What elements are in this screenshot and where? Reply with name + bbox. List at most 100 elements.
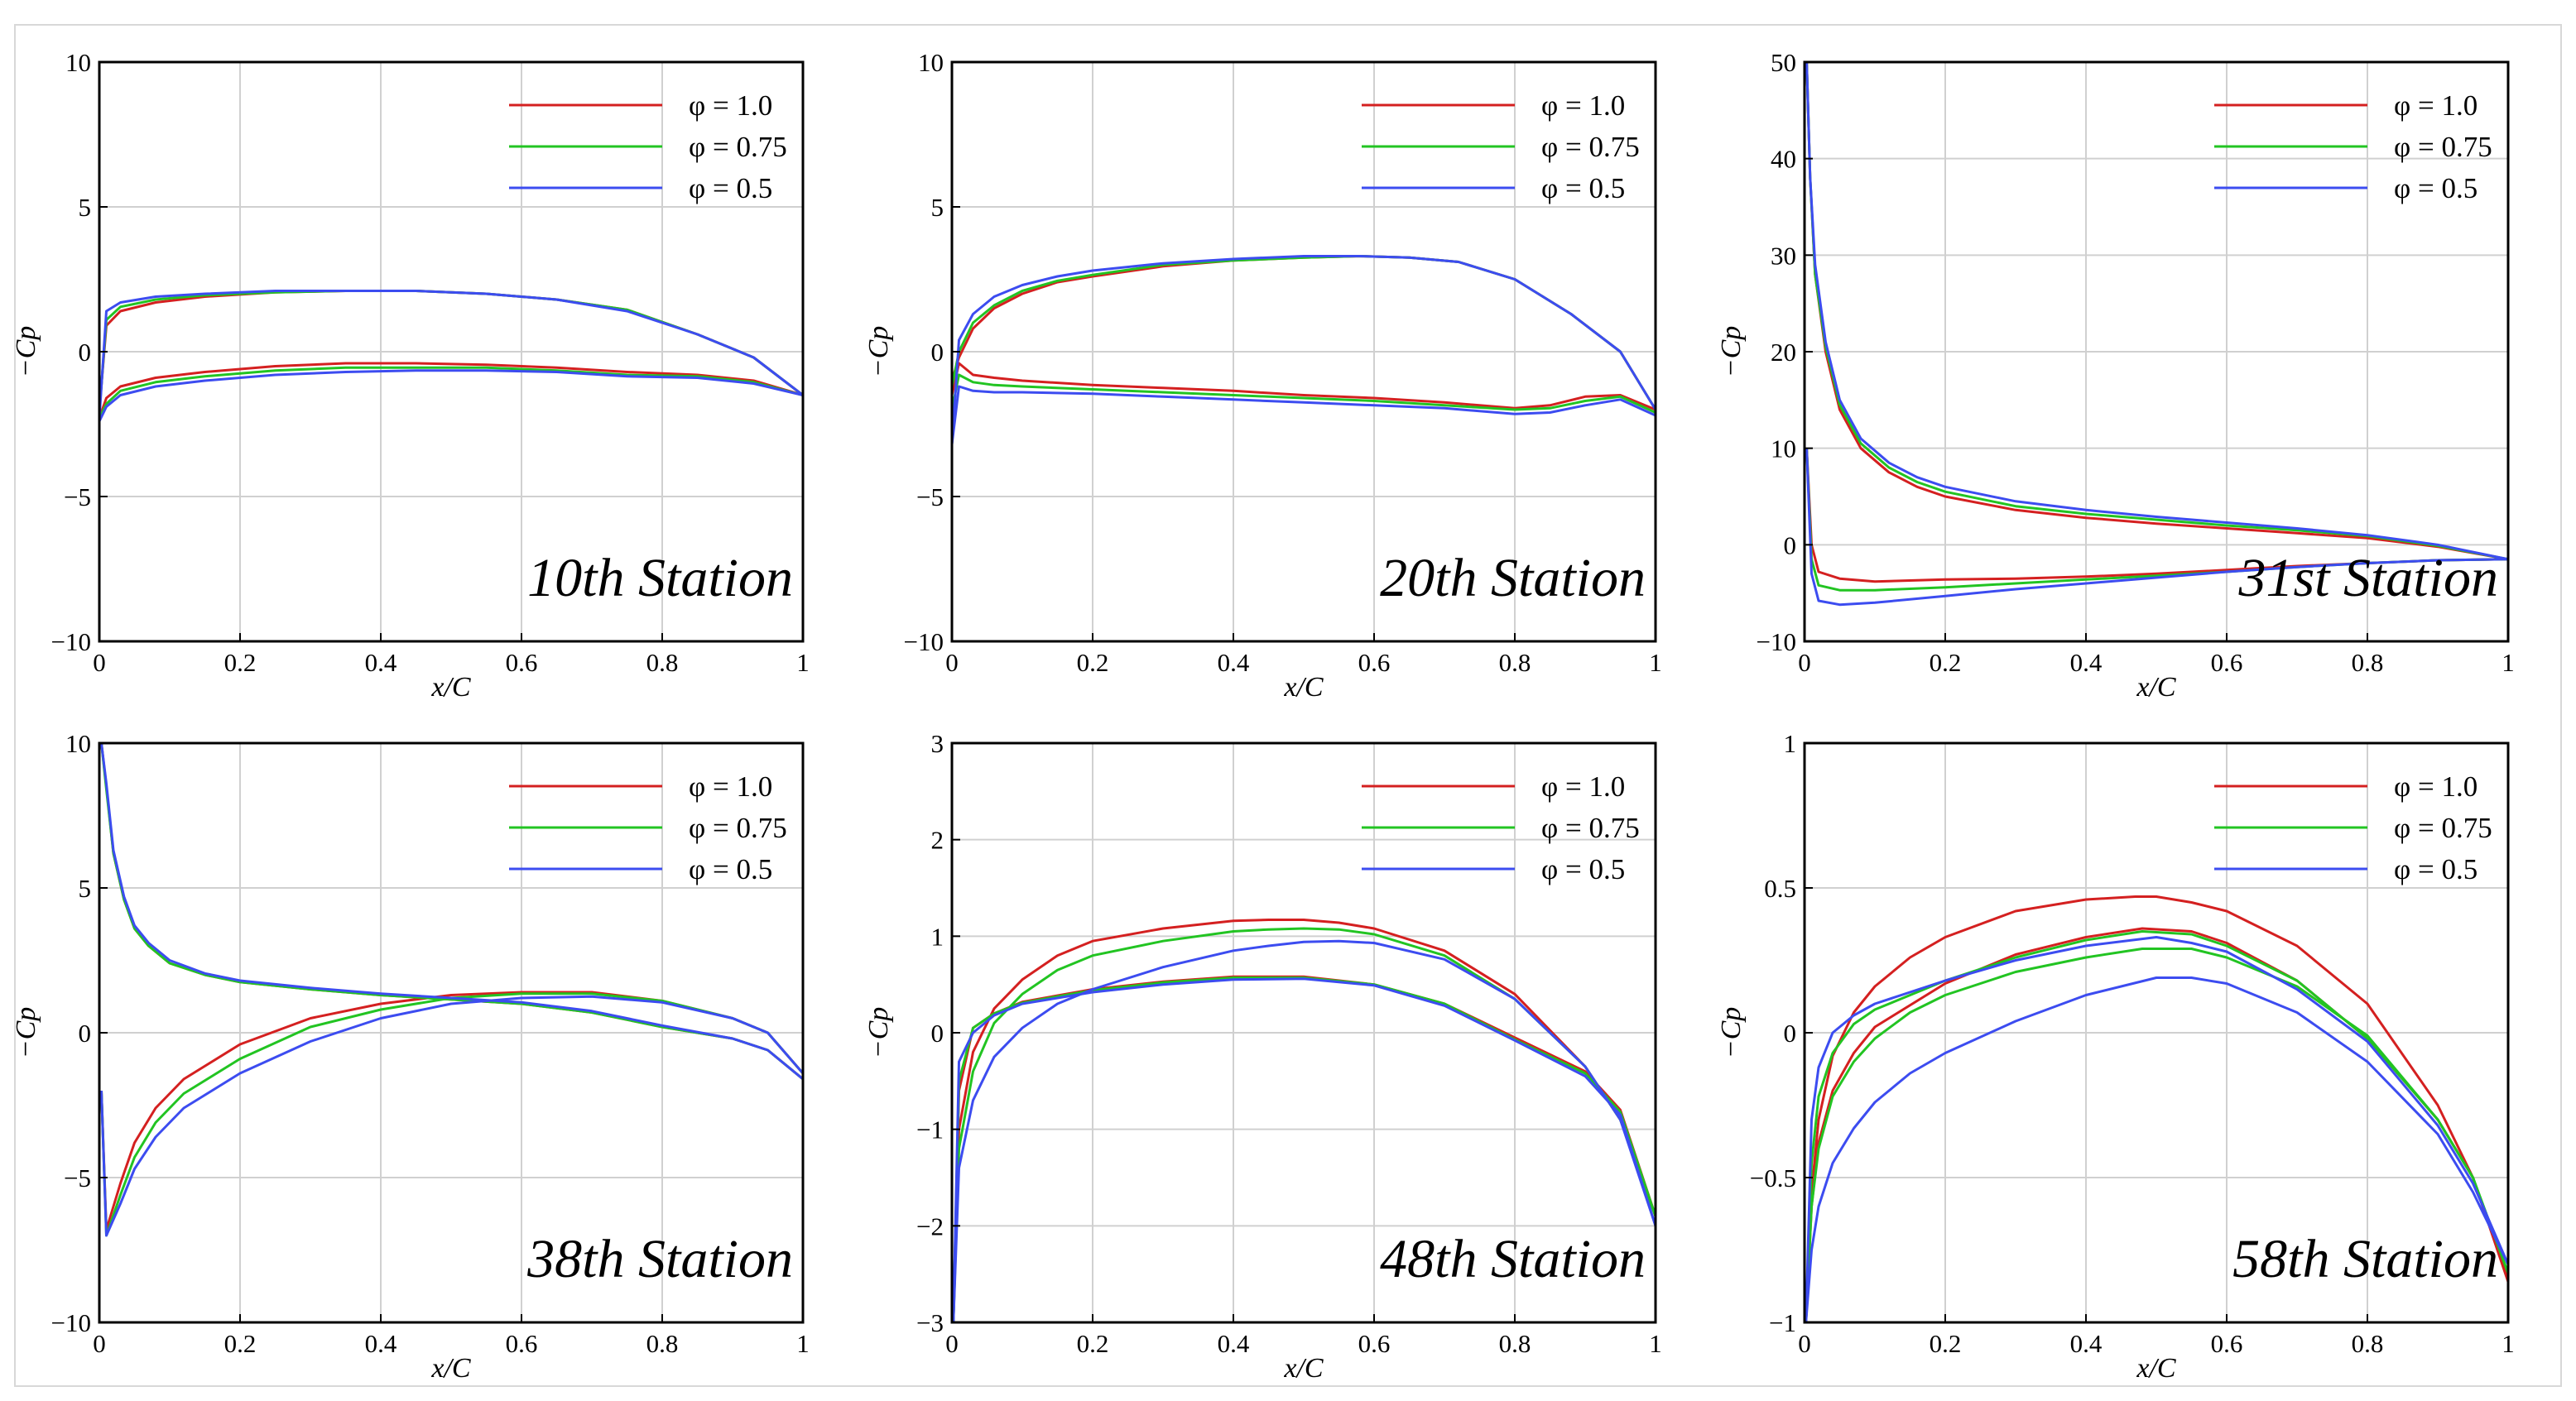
series-line-phi-0-5-lower <box>952 977 1656 1322</box>
y-tick-label: −10 <box>1757 627 1796 656</box>
y-tick-label: 0 <box>1784 530 1797 559</box>
x-tick-label: 1 <box>2502 1329 2515 1358</box>
y-axis-label: −Cp <box>11 326 41 378</box>
x-tick-label: 0.4 <box>365 648 397 677</box>
series-group <box>952 255 1656 445</box>
x-tick-label: 0.4 <box>2070 648 2103 677</box>
y-tick-label: 1 <box>931 922 944 951</box>
x-tick-label: 1 <box>1649 648 1662 677</box>
x-axis-label: x/C <box>1283 1353 1324 1384</box>
series-line-phi-0-5-upper <box>952 939 1656 1322</box>
legend: φ = 1.0 φ = 0.75 φ = 0.5 <box>1362 770 1640 885</box>
series-group <box>1805 895 2508 1322</box>
x-tick-label: 0.6 <box>1358 648 1391 677</box>
series-line-phi-0-5-lower <box>1805 936 2508 1322</box>
legend: φ = 1.0 φ = 0.75 φ = 0.5 <box>2214 89 2492 204</box>
x-tick-label: 0.2 <box>1930 648 1962 677</box>
x-tick-label: 0.4 <box>365 1329 397 1358</box>
y-tick-label: 10 <box>65 48 91 77</box>
y-axis-label: −Cp <box>1716 326 1747 378</box>
x-tick-label: 1 <box>796 1329 810 1358</box>
x-tick-label: 0.6 <box>506 1329 538 1358</box>
series-line-phi-0-75-lower <box>952 976 1656 1322</box>
grid-lines <box>952 743 1656 1322</box>
x-tick-label: 0.6 <box>2211 648 2243 677</box>
series-line-phi-1-0-lower <box>952 362 1656 411</box>
y-tick-label: 0 <box>1784 1019 1797 1048</box>
y-tick-label: 1 <box>1784 729 1797 758</box>
y-tick-label: 0 <box>79 338 92 367</box>
x-tick-label: 0.6 <box>506 648 538 677</box>
x-tick-label: 0.2 <box>224 1329 257 1358</box>
legend-entry: φ = 1.0 <box>1541 770 1625 803</box>
x-tick-label: 0.8 <box>2352 648 2384 677</box>
y-tick-label: 0 <box>931 338 944 367</box>
x-axis-label: x/C <box>1283 672 1324 703</box>
y-tick-label: −0.5 <box>1750 1164 1796 1192</box>
series-line-phi-0-75-lower <box>952 373 1656 414</box>
y-tick-label: 5 <box>79 193 92 222</box>
x-axis-label: x/C <box>2136 1353 2176 1384</box>
legend: φ = 1.0 φ = 0.75 φ = 0.5 <box>2214 770 2492 885</box>
legend-entry: φ = 0.75 <box>2394 131 2492 163</box>
x-tick-label: 0.8 <box>646 1329 679 1358</box>
legend-entry: φ = 1.0 <box>689 89 772 122</box>
legend: φ = 1.0 φ = 0.75 φ = 0.5 <box>1362 89 1640 204</box>
x-axis-label: x/C <box>430 672 471 703</box>
series-line-phi-0-5-lower <box>100 995 803 1237</box>
y-tick-label: 0 <box>79 1019 92 1048</box>
series-line-phi-0-5-lower <box>952 385 1656 445</box>
x-tick-label: 0 <box>945 1329 959 1358</box>
y-tick-label: 50 <box>1771 48 1796 77</box>
y-axis-label: −Cp <box>863 1007 894 1059</box>
series-line-phi-0-5-lower <box>1805 448 2508 607</box>
legend: φ = 1.0 φ = 0.75 φ = 0.5 <box>509 770 787 885</box>
y-tick-label: −1 <box>916 1116 944 1144</box>
legend-entry: φ = 1.0 <box>2394 770 2477 803</box>
y-tick-label: 0 <box>931 1019 944 1048</box>
series-group <box>99 290 803 422</box>
x-tick-label: 0.6 <box>1358 1329 1391 1358</box>
y-axis-label: −Cp <box>11 1007 41 1059</box>
x-tick-label: 0.8 <box>1499 1329 1531 1358</box>
x-tick-label: 0 <box>945 648 959 677</box>
x-tick-label: 0.8 <box>2352 1329 2384 1358</box>
legend-entry: φ = 0.5 <box>1541 172 1625 204</box>
series-line-phi-0-5-upper <box>1805 976 2508 1322</box>
x-tick-label: 0.2 <box>224 648 257 677</box>
legend-entry: φ = 0.5 <box>689 853 772 885</box>
y-tick-label: −5 <box>64 1164 91 1192</box>
legend-entry: φ = 0.75 <box>689 812 787 844</box>
series-line-phi-0-5-upper <box>100 743 803 1081</box>
legend-entry: φ = 1.0 <box>1541 89 1625 122</box>
series-line-phi-0-5-upper <box>99 290 803 419</box>
y-tick-label: 5 <box>79 874 92 903</box>
grid-lines <box>952 62 1656 641</box>
y-tick-label: 10 <box>918 48 944 77</box>
station-title: 58th Station <box>2232 1229 2498 1289</box>
x-tick-label: 0.2 <box>1077 648 1109 677</box>
grid-lines <box>1805 743 2508 1322</box>
x-tick-label: 1 <box>796 648 810 677</box>
legend-entry: φ = 1.0 <box>689 770 772 803</box>
x-tick-label: 0 <box>1798 1329 1811 1358</box>
legend-entry: φ = 0.5 <box>689 172 772 204</box>
x-tick-label: 0.4 <box>1218 648 1250 677</box>
series-group <box>100 743 803 1237</box>
x-tick-label: 0 <box>93 1329 106 1358</box>
legend-entry: φ = 1.0 <box>2394 89 2477 122</box>
y-tick-label: 10 <box>1771 434 1796 463</box>
x-tick-label: 0.8 <box>646 648 679 677</box>
y-tick-label: 10 <box>65 729 91 758</box>
series-group <box>1805 62 2508 607</box>
station-title: 20th Station <box>1380 548 1646 608</box>
y-tick-label: −5 <box>916 482 944 511</box>
y-tick-label: −10 <box>51 627 91 656</box>
legend-entry: φ = 0.5 <box>2394 853 2477 885</box>
legend-entry: φ = 0.75 <box>1541 812 1640 844</box>
